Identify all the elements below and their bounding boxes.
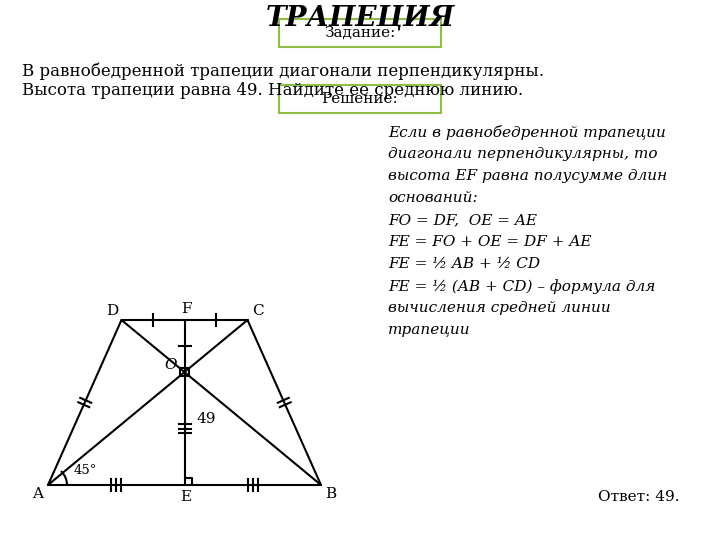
- Text: В равнобедренной трапеции диагонали перпендикулярны.: В равнобедренной трапеции диагонали перп…: [22, 62, 544, 79]
- Text: B: B: [325, 487, 336, 501]
- Text: FE = FO + OE = DF + AE: FE = FO + OE = DF + AE: [388, 235, 592, 249]
- Text: 45°: 45°: [74, 464, 97, 477]
- Text: 49: 49: [197, 411, 216, 426]
- FancyBboxPatch shape: [279, 19, 441, 47]
- Text: O: O: [164, 358, 176, 372]
- Text: C: C: [252, 304, 264, 318]
- Text: Ответ: 49.: Ответ: 49.: [598, 490, 680, 504]
- Text: Если в равнобедренной трапеции: Если в равнобедренной трапеции: [388, 125, 666, 140]
- Text: FE = ½ AB + ½ CD: FE = ½ AB + ½ CD: [388, 257, 540, 271]
- Text: Задание:: Задание:: [324, 26, 396, 40]
- Text: Решение:: Решение:: [322, 92, 398, 106]
- Text: вычисления средней линии: вычисления средней линии: [388, 301, 611, 315]
- FancyBboxPatch shape: [279, 85, 441, 113]
- Text: F: F: [181, 302, 192, 316]
- Text: высота EF равна полусумме длин: высота EF равна полусумме длин: [388, 169, 667, 183]
- Text: трапеции: трапеции: [388, 323, 471, 337]
- Text: диагонали перпендикулярны, то: диагонали перпендикулярны, то: [388, 147, 657, 161]
- Text: Высота трапеции равна 49. Найдите ее среднюю линию.: Высота трапеции равна 49. Найдите ее сре…: [22, 82, 523, 99]
- Text: ТРАПЕЦИЯ: ТРАПЕЦИЯ: [266, 4, 454, 31]
- Text: FO = DF,  OE = AE: FO = DF, OE = AE: [388, 213, 537, 227]
- Text: E: E: [180, 490, 191, 504]
- Text: D: D: [107, 304, 119, 318]
- Text: FE = ½ (AB + CD) – формула для: FE = ½ (AB + CD) – формула для: [388, 279, 655, 294]
- Text: A: A: [32, 487, 43, 501]
- Text: оснований:: оснований:: [388, 191, 477, 205]
